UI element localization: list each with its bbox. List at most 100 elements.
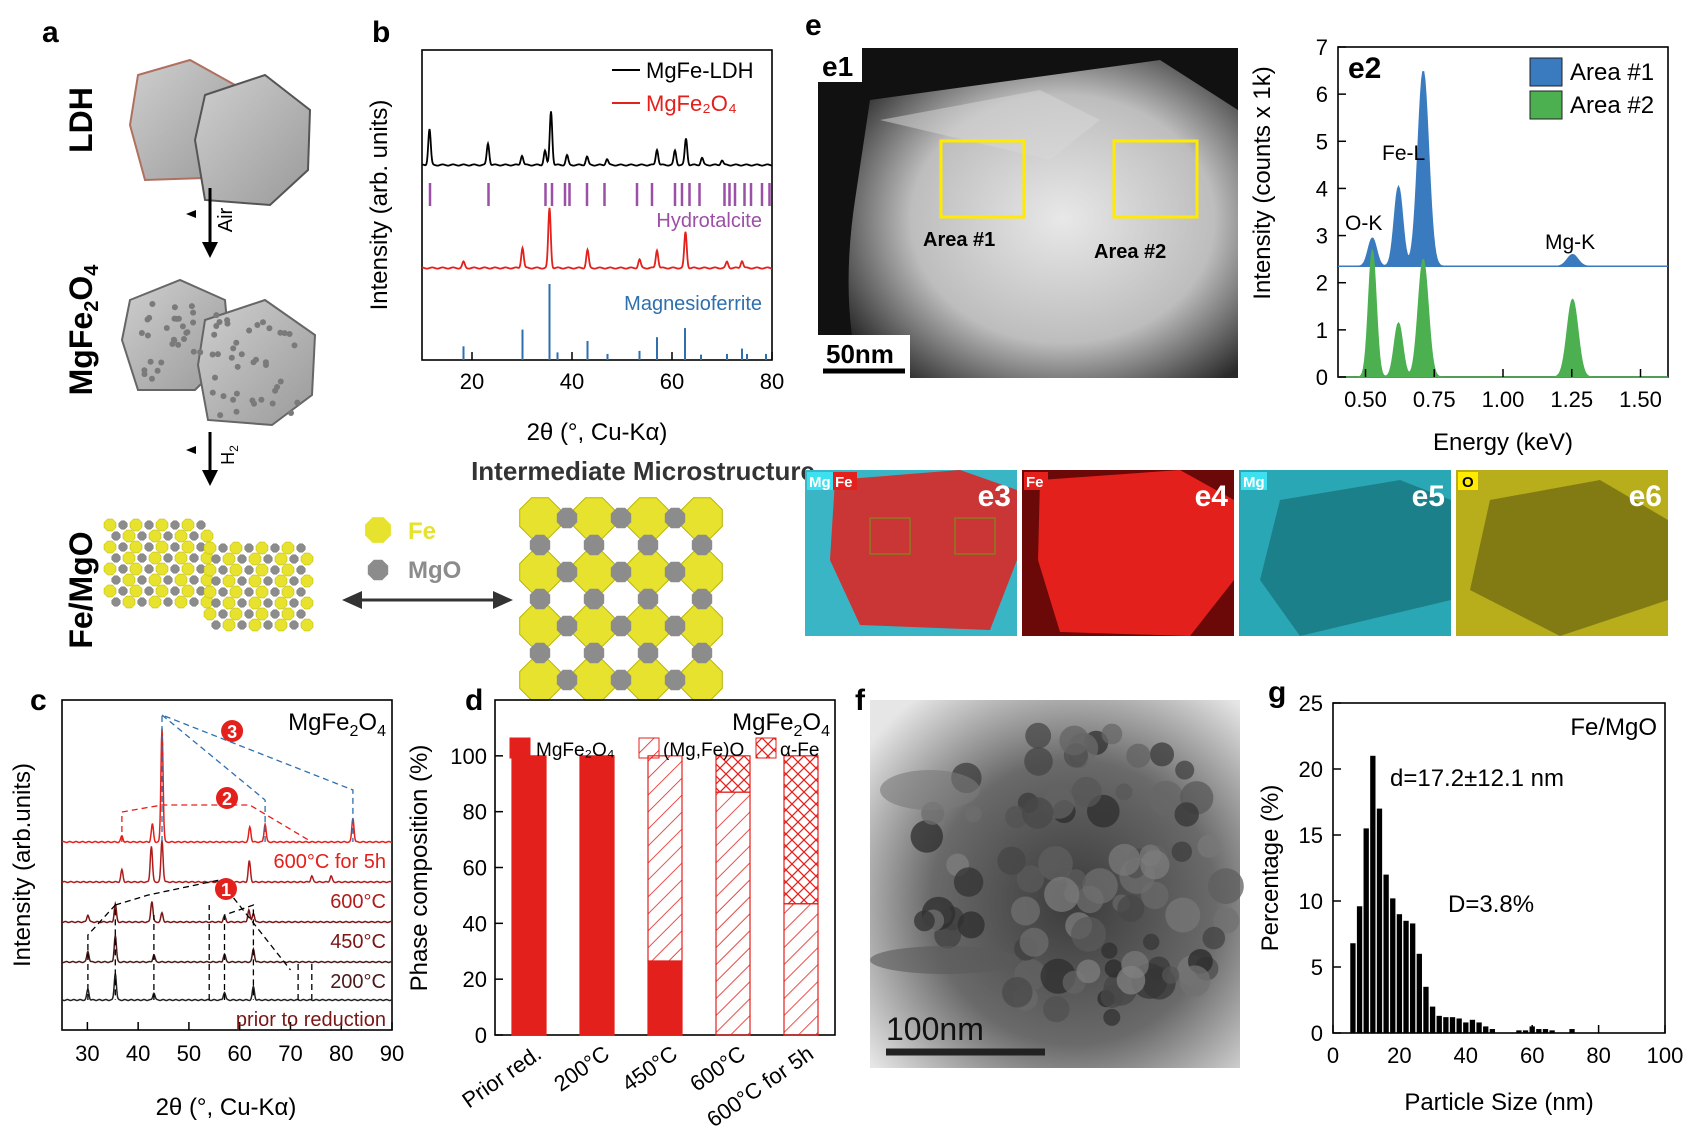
panel-c-guide <box>87 903 116 1000</box>
fe-atom <box>155 562 169 576</box>
spinel-dot <box>224 317 231 324</box>
micro-fe-octagon <box>627 659 669 701</box>
spinel-dot <box>216 319 223 325</box>
f-particle <box>1202 926 1226 950</box>
panel-b-tick-label: 20 <box>460 369 484 394</box>
fe-atom <box>203 563 217 577</box>
spinel-dot <box>263 362 269 368</box>
panel-b-plot <box>421 111 773 360</box>
fe-atom <box>103 562 117 576</box>
f-particle <box>1071 776 1102 808</box>
micro-mgo-octagon <box>529 534 551 556</box>
panel-g-x-tick-label: 60 <box>1520 1043 1544 1068</box>
fe-atom <box>129 584 143 598</box>
f-particle <box>1011 896 1040 926</box>
fe-atom <box>281 541 295 555</box>
fe-atom <box>248 552 262 566</box>
spinel-dot <box>158 359 165 366</box>
map-e6: O e6 <box>1456 470 1668 636</box>
spinel-dot <box>274 384 281 390</box>
panel-d-y-tick-label: 60 <box>463 856 487 881</box>
panel-g-bar <box>1350 943 1356 1033</box>
panel-d-legend-label-fe: α-Fe <box>780 740 819 761</box>
fe-atom <box>148 595 162 609</box>
f-particle <box>1082 868 1118 904</box>
mgo-atom <box>244 609 254 619</box>
f-particles <box>870 722 1244 1026</box>
fe-atom <box>274 574 288 588</box>
panel-g: g 0 20 40 60 80 100 0 5 10 15 20 25 Particle Size (… <box>1257 676 1683 1116</box>
spinel-dot <box>281 330 288 337</box>
micro-mgo-octagon <box>610 615 632 637</box>
f-particle <box>1019 927 1049 957</box>
fe-atom <box>155 518 169 532</box>
f-particle <box>1043 995 1070 1023</box>
micro-mgo-octagon <box>529 642 551 664</box>
panel-c-tick-label: 40 <box>126 1041 150 1066</box>
panel-c-tick-label: 30 <box>75 1041 99 1066</box>
micro-mgo-octagon <box>610 669 632 691</box>
panel-g-bar <box>1376 808 1383 1033</box>
panel-g-y-tick-label: 0 <box>1311 1021 1323 1046</box>
spinel-dot <box>251 400 257 407</box>
micro-fe-octagon <box>627 605 669 647</box>
fe-atom <box>300 596 314 610</box>
spinel-dot <box>163 325 170 331</box>
spinel-dot <box>288 410 294 416</box>
eds-maps: Mg Fe e3 Fe e4 Mg e5 <box>805 470 1668 636</box>
spinel-dot <box>211 331 218 338</box>
f-particle <box>1059 725 1090 756</box>
panel-d-category-label: Prior red. <box>457 1041 545 1113</box>
e2-x-label: Energy (keV) <box>1433 429 1573 456</box>
mgo-atom <box>163 597 173 607</box>
f-particle <box>1016 865 1045 893</box>
mgo-atom <box>237 598 247 608</box>
panel-label-e: e <box>805 9 822 42</box>
panel-c-guide <box>121 804 313 843</box>
panel-label-c: c <box>30 684 47 717</box>
ldh-hexagons <box>128 58 312 207</box>
fe-atom <box>248 574 262 588</box>
spinel-dot <box>277 329 284 336</box>
panel-c-marker-circle <box>216 787 238 809</box>
fe-legend-marker <box>365 517 391 543</box>
panel-c-tick-label: 50 <box>177 1041 201 1066</box>
panel-d-bar-segment <box>579 755 615 1036</box>
micro-mgo-octagon <box>583 642 605 664</box>
fe-atom <box>274 552 288 566</box>
mgo-atom <box>270 543 280 553</box>
spinel-dot <box>181 336 187 342</box>
micro-mgo-octagon <box>610 561 632 583</box>
mgo-atom <box>137 553 147 563</box>
spinel-dot <box>188 303 195 310</box>
panel-c-marker-number: 3 <box>227 722 237 742</box>
mgo-atom <box>296 609 306 619</box>
mgo-atom <box>189 575 199 585</box>
microstructure-grid <box>519 497 723 701</box>
panel-c-series-label-5h: 600°C for 5h <box>273 851 386 873</box>
micro-fe-octagon <box>681 497 723 539</box>
panel-d-bar-segment <box>511 755 547 1036</box>
mgo-atom <box>144 564 154 574</box>
panel-g-bar <box>1429 1006 1436 1033</box>
f-particle <box>1165 897 1201 933</box>
panel-g-bar <box>1449 1017 1456 1033</box>
mgo-atom <box>189 597 199 607</box>
panel-g-x-tick-label: 40 <box>1454 1043 1478 1068</box>
panel-g-bar <box>1443 1017 1449 1033</box>
micro-fe-octagon <box>573 551 615 593</box>
spinel-dot <box>184 329 191 336</box>
fe-atom <box>222 618 236 632</box>
micro-mgo-octagon <box>664 561 686 583</box>
fe-atom <box>274 596 288 610</box>
mgo-atom <box>218 609 228 619</box>
femgo-lattice <box>103 518 314 632</box>
f-particle <box>1175 760 1195 780</box>
spinel-dot <box>220 393 227 400</box>
mgo-atom <box>289 598 299 608</box>
f-particle <box>1140 850 1170 880</box>
spinel-dot <box>190 348 197 355</box>
spinel-dot <box>173 315 180 322</box>
arrow-h2-label: H2 <box>218 445 241 465</box>
